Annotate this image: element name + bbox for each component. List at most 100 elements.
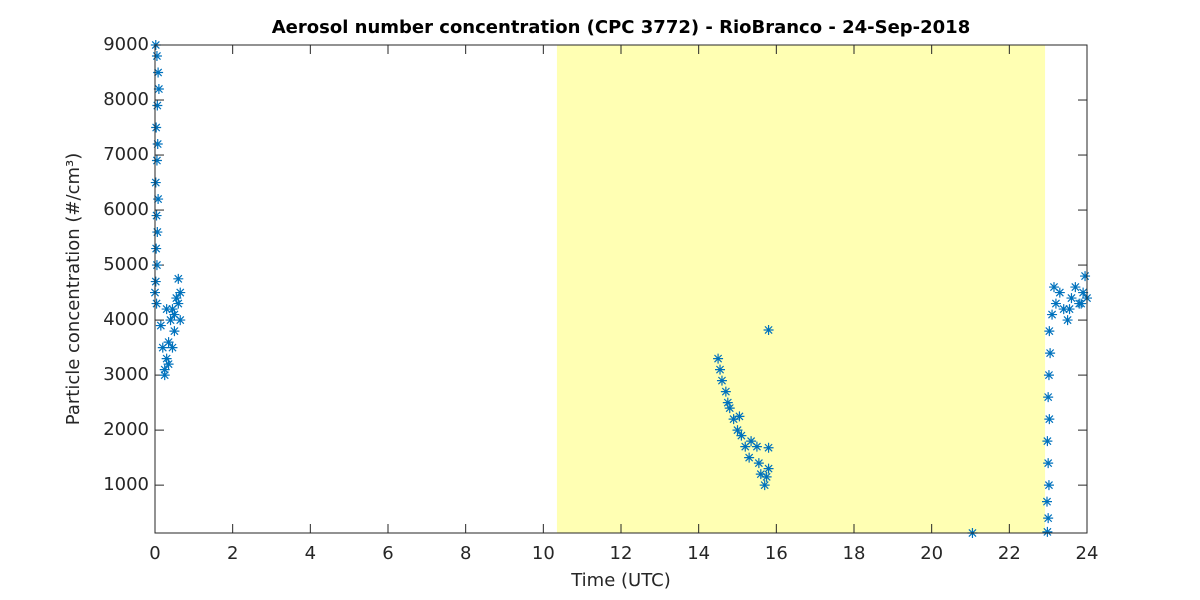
data-point <box>151 210 162 221</box>
x-tick-label: 10 <box>532 543 555 564</box>
x-tick-label: 0 <box>149 543 160 564</box>
x-tick-label: 24 <box>1076 543 1099 564</box>
data-point <box>1043 392 1054 403</box>
y-axis-label: Particle concentration (#/cm³) <box>63 153 84 425</box>
data-point <box>152 100 163 111</box>
data-point <box>1044 326 1055 337</box>
data-point <box>173 273 184 284</box>
data-point <box>740 441 751 452</box>
data-point <box>161 304 172 315</box>
y-tick-label: 8000 <box>103 89 149 110</box>
data-point <box>1080 271 1091 282</box>
data-point <box>736 430 747 441</box>
data-point <box>734 411 745 422</box>
x-tick-label: 16 <box>765 543 788 564</box>
data-point <box>1042 496 1052 507</box>
plot-layer: 0 2 4 6 8 10 12 14 16 18 20 22 241000200030004000500… <box>103 34 1098 564</box>
data-point <box>715 364 726 375</box>
y-tick-label: 3000 <box>103 364 149 385</box>
data-point <box>152 227 163 238</box>
data-point <box>722 397 733 408</box>
data-point <box>1066 293 1077 304</box>
data-point <box>161 353 172 364</box>
data-point <box>163 337 174 348</box>
data-point <box>167 304 178 315</box>
data-point <box>1048 282 1059 293</box>
data-point <box>763 442 774 453</box>
data-point <box>1054 287 1065 298</box>
data-point <box>163 359 174 370</box>
data-point <box>153 194 164 205</box>
data-point <box>1050 298 1061 309</box>
data-point <box>753 458 764 469</box>
data-point <box>1044 414 1055 425</box>
data-point <box>169 309 180 320</box>
data-point <box>151 155 162 166</box>
data-point <box>763 463 774 474</box>
data-point <box>755 469 766 480</box>
shaded-span <box>556 45 1046 533</box>
data-point <box>167 342 178 353</box>
x-axis-label: Time (UTC) <box>570 570 671 591</box>
x-tick-label: 6 <box>382 543 393 564</box>
y-tick-label: 4000 <box>103 309 149 330</box>
data-point <box>153 67 164 78</box>
data-point <box>151 298 162 309</box>
data-point <box>151 243 162 254</box>
data-point <box>153 84 164 95</box>
data-point <box>1045 348 1056 359</box>
axes-box <box>154 44 1088 534</box>
data-point <box>171 293 182 304</box>
data-point <box>152 139 163 150</box>
y-tick-label: 7000 <box>103 144 149 165</box>
x-tick-label: 14 <box>687 543 710 564</box>
data-point <box>1047 309 1058 320</box>
data-point <box>1043 513 1054 524</box>
data-point <box>159 370 170 381</box>
data-point <box>1076 298 1087 309</box>
x-tick-label: 22 <box>998 543 1021 564</box>
data-point <box>759 480 770 491</box>
data-point <box>169 326 180 337</box>
data-point <box>1070 282 1081 293</box>
data-point <box>1042 436 1053 447</box>
x-tick-label: 18 <box>843 543 866 564</box>
data-point <box>151 260 162 271</box>
data-point <box>732 425 743 436</box>
data-point <box>1062 315 1073 326</box>
data-point <box>1058 304 1069 315</box>
data-point <box>1078 287 1089 298</box>
data-point <box>1043 480 1054 491</box>
data-point <box>150 177 161 188</box>
chart-title: Aerosol number concentration (CPC 3772) … <box>272 17 970 38</box>
data-point <box>716 375 727 386</box>
data-point <box>157 342 168 353</box>
y-tick-label: 6000 <box>103 199 149 220</box>
data-point <box>744 452 755 463</box>
data-point <box>173 298 184 309</box>
data-point <box>1043 458 1054 469</box>
data-point <box>720 386 731 397</box>
x-tick-label: 12 <box>610 543 633 564</box>
data-point <box>151 51 162 62</box>
data-point <box>728 414 739 425</box>
data-point <box>1064 304 1075 315</box>
data-point <box>724 403 735 414</box>
data-point <box>1042 526 1053 537</box>
x-tick-label: 4 <box>305 543 316 564</box>
data-point <box>751 441 762 452</box>
data-point <box>1043 370 1054 381</box>
data-point <box>763 324 774 335</box>
data-point <box>151 122 162 133</box>
data-point <box>746 436 757 447</box>
data-point <box>150 276 161 287</box>
data-point <box>175 315 186 326</box>
y-tick-label: 9000 <box>103 34 149 55</box>
x-tick-label: 2 <box>227 543 238 564</box>
y-tick-label: 1000 <box>103 474 149 495</box>
data-point <box>159 364 170 375</box>
y-tick-label: 5000 <box>103 254 149 275</box>
data-point <box>165 315 176 326</box>
